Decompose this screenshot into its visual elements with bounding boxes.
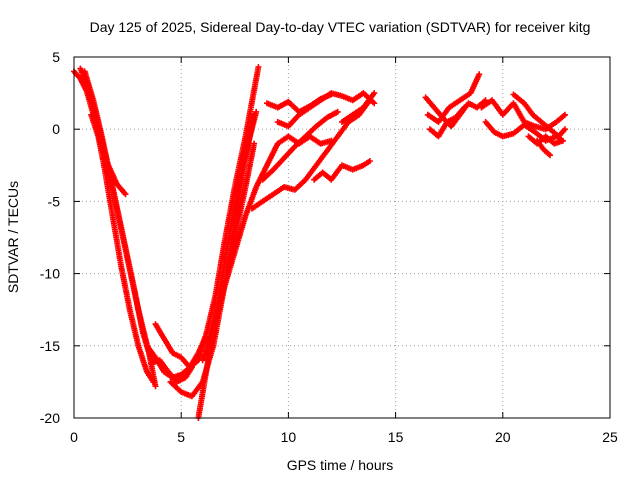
series-mark [152,64,262,371]
x-axis-label: GPS time / hours [287,457,394,473]
series-mark [510,91,568,140]
series-track-19 [422,94,489,130]
y-tick-label: -20 [40,410,60,426]
series-track-17 [339,90,378,125]
plot-frame [73,56,611,419]
series-mark [88,111,129,198]
axis-ticks: 0 5 10 15 20 25 5 0 -5 -10 -15 -20 [40,49,618,445]
x-tick-label: 0 [70,429,78,445]
series-track-22 [482,119,566,144]
series-track-7 [152,64,262,371]
y-tick-label: -5 [48,193,61,209]
series-mark [339,90,378,125]
series-track-14 [264,91,335,115]
series-mark [274,90,378,130]
series-track-6 [148,357,195,385]
series-track-23 [510,91,568,140]
series-mark [534,137,553,159]
series-track-25 [534,137,553,159]
y-tick-label: 5 [52,49,60,65]
series-track-13 [259,108,341,183]
series-track-4 [88,111,129,198]
x-tick-label: 10 [281,429,297,445]
x-tick-label: 25 [602,429,618,445]
y-axis-label: SDTVAR / TECUs [5,181,21,293]
x-tick-label: 5 [177,429,185,445]
series-mark [426,104,468,140]
series-mark [264,91,335,115]
y-tick-label: -15 [40,338,60,354]
series-track-12 [249,97,373,212]
series-mark [259,108,341,183]
series-mark [311,158,373,183]
series-mark [422,94,489,130]
series-track-20 [426,104,468,140]
data-marks [71,64,568,421]
series-mark [482,119,566,144]
y-tick-label: 0 [52,121,60,137]
series-track-16 [311,158,373,183]
series-mark [148,357,195,385]
chart-title: Day 125 of 2025, Sidereal Day-to-day VTE… [90,19,591,35]
series-track-15 [274,90,378,130]
series-track-21 [478,97,568,133]
x-tick-label: 20 [495,429,511,445]
series-mark [478,97,568,133]
x-tick-label: 15 [388,429,404,445]
series-mark [249,97,373,212]
y-tick-label: -10 [40,266,60,282]
